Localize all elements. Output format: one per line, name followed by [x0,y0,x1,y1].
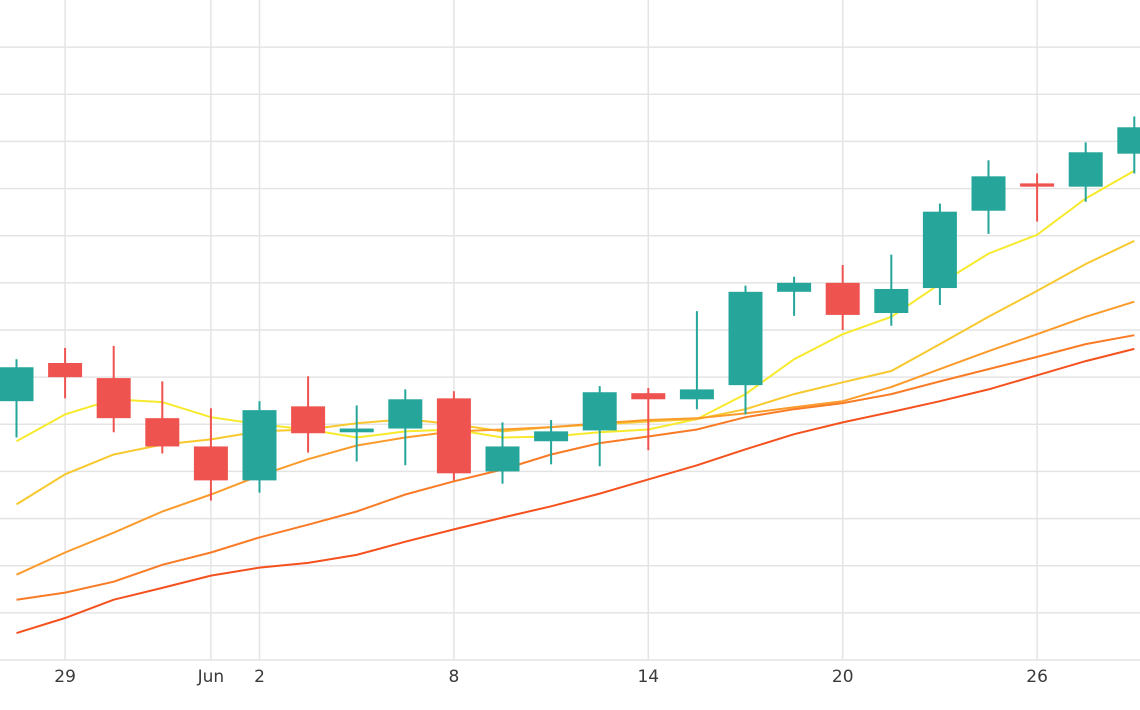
moving-average-line [16,347,1135,635]
candle-body [679,389,714,400]
candle-body [291,406,326,434]
x-tick-label: Jun [197,667,225,687]
x-tick-label: 14 [637,667,659,687]
x-tick-label: 8 [448,667,459,687]
candle-body [96,378,131,419]
candle-body [631,393,666,400]
candle-body [388,399,423,429]
candle-body [1117,127,1140,154]
grid [0,0,1140,661]
candle-body [534,431,569,442]
candle-body [48,363,83,378]
candle-body [874,288,909,314]
x-tick-label: 2 [254,667,265,687]
moving-averages [15,169,1135,635]
x-tick-label: 26 [1026,667,1048,687]
candle-body [971,176,1006,211]
candle-body [485,446,520,472]
candle-body [825,282,860,315]
candle-body [777,282,812,292]
candle-body [339,428,374,433]
candle-body [728,291,763,386]
moving-average-line [16,169,1135,443]
moving-average-line [15,239,1135,506]
x-tick-label: 29 [54,667,76,687]
moving-average-line [16,300,1135,576]
candle-body [582,392,617,431]
x-axis: 29 Jun 2 8 14 20 26 [54,667,1048,687]
candle-body [242,410,277,481]
candle-body [193,446,228,481]
candle-body [1020,183,1055,187]
moving-average-line [16,334,1135,601]
candles [0,116,1140,501]
candle-body [0,367,34,402]
candle-body [922,211,957,289]
x-tick-label: 20 [832,667,854,687]
candle-body [1068,152,1103,187]
candle-body [145,418,180,447]
candle-body [436,398,471,474]
